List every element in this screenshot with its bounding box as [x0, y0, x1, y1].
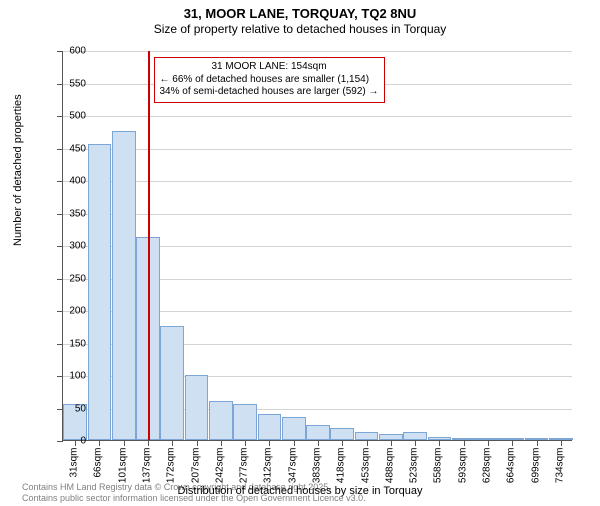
x-tick	[415, 440, 416, 446]
gridline-h	[63, 116, 572, 117]
page-subtitle: Size of property relative to detached ho…	[0, 22, 600, 36]
x-tick	[391, 440, 392, 446]
x-tick	[488, 440, 489, 446]
reference-line	[148, 51, 150, 440]
x-tick	[561, 440, 562, 446]
y-tick-label: 200	[46, 306, 86, 317]
x-tick	[512, 440, 513, 446]
bar	[306, 425, 330, 440]
x-tick	[439, 440, 440, 446]
gridline-h	[63, 149, 572, 150]
x-tick	[537, 440, 538, 446]
y-tick-label: 150	[46, 338, 86, 349]
x-tick	[148, 440, 149, 446]
x-tick	[269, 440, 270, 446]
bar	[330, 428, 354, 440]
y-tick-label: 550	[46, 78, 86, 89]
bar	[403, 432, 427, 440]
bar	[355, 432, 379, 440]
x-tick	[124, 440, 125, 446]
x-tick	[318, 440, 319, 446]
y-axis-label: Number of detached properties	[12, 94, 24, 246]
y-tick-label: 500	[46, 111, 86, 122]
x-tick	[464, 440, 465, 446]
x-tick	[342, 440, 343, 446]
gridline-h	[63, 181, 572, 182]
annotation-line1: 31 MOOR LANE: 154sqm	[160, 61, 379, 74]
bar	[209, 401, 233, 440]
bar	[233, 404, 257, 440]
y-tick-label: 400	[46, 176, 86, 187]
gridline-h	[63, 214, 572, 215]
y-tick-label: 0	[46, 436, 86, 447]
annotation-box: 31 MOOR LANE: 154sqm← 66% of detached ho…	[154, 57, 385, 103]
y-tick-label: 50	[46, 403, 86, 414]
x-tick	[294, 440, 295, 446]
bar	[88, 144, 112, 440]
bar	[112, 131, 136, 440]
x-tick	[197, 440, 198, 446]
x-axis-label: Distribution of detached houses by size …	[0, 485, 600, 497]
bar	[185, 375, 209, 440]
x-tick	[221, 440, 222, 446]
y-tick-label: 600	[46, 46, 86, 57]
page-title: 31, MOOR LANE, TORQUAY, TQ2 8NU	[0, 6, 600, 21]
x-tick	[367, 440, 368, 446]
bar	[160, 326, 184, 440]
bar	[258, 414, 282, 440]
annotation-line3: 34% of semi-detached houses are larger (…	[160, 86, 379, 99]
y-tick-label: 350	[46, 208, 86, 219]
y-tick-label: 450	[46, 143, 86, 154]
x-tick	[245, 440, 246, 446]
y-tick-label: 100	[46, 371, 86, 382]
gridline-h	[63, 51, 572, 52]
bar	[282, 417, 306, 440]
chart-area: 31 MOOR LANE: 154sqm← 66% of detached ho…	[62, 51, 572, 441]
x-tick	[99, 440, 100, 446]
y-tick-label: 250	[46, 273, 86, 284]
annotation-line2: ← 66% of detached houses are smaller (1,…	[160, 74, 379, 87]
y-tick-label: 300	[46, 241, 86, 252]
plot-region: 31 MOOR LANE: 154sqm← 66% of detached ho…	[62, 51, 572, 441]
x-tick	[172, 440, 173, 446]
